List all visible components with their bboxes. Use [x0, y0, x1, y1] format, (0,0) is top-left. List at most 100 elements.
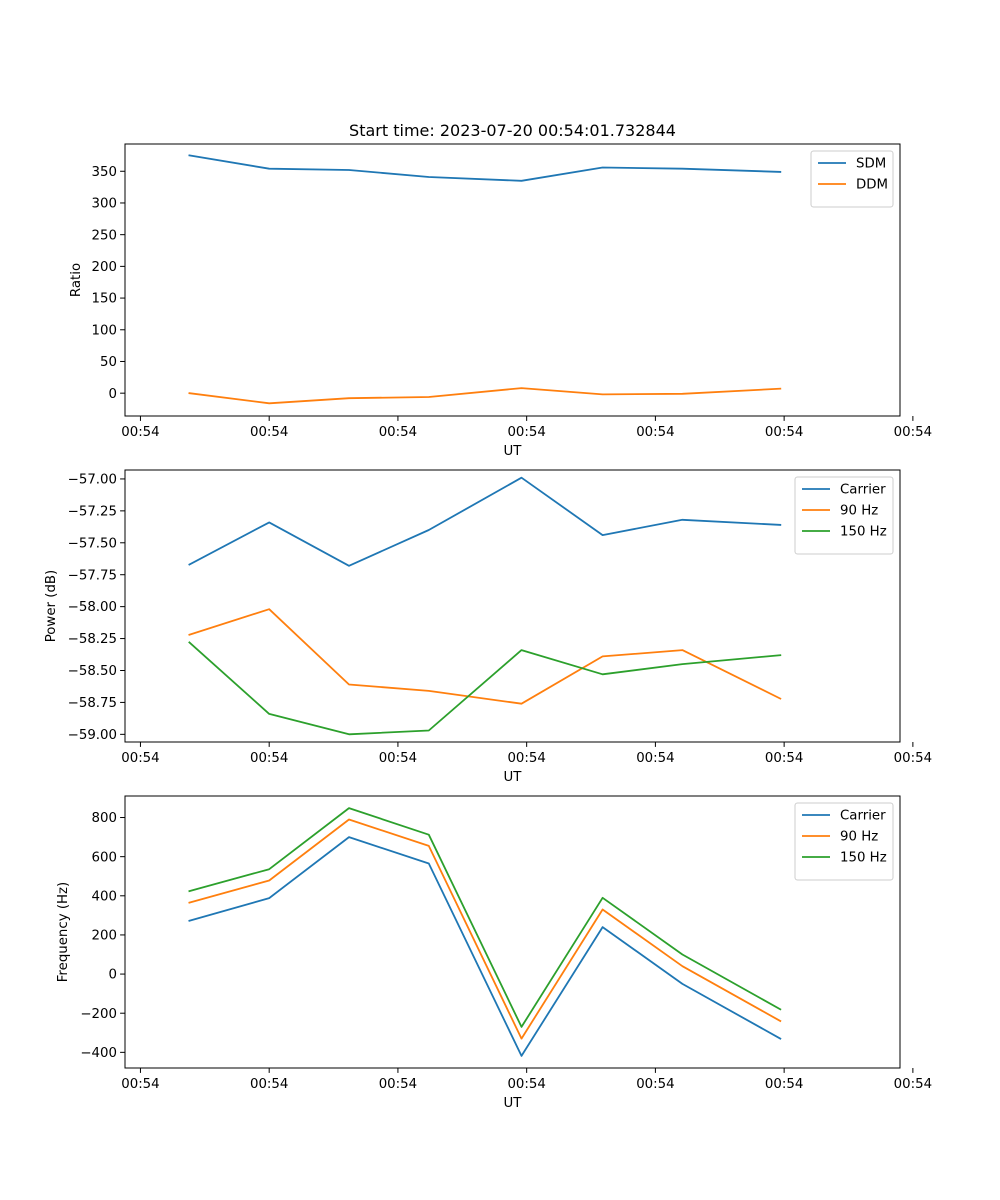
figure-title: Start time: 2023-07-20 00:54:01.732844	[349, 121, 676, 140]
power-db-legend: Carrier 90 Hz 150 Hz	[794, 476, 894, 555]
frequency-hz-legend: Carrier 90 Hz 150 Hz	[794, 802, 894, 881]
ratio-x-tick-label: 00:54	[379, 425, 417, 440]
power-db-x-tick-label: 00:54	[121, 751, 159, 766]
ratio-y-tick: 100	[92, 323, 125, 338]
frequency-hz-y-tick-label: 800	[92, 811, 117, 826]
ratio-legend-label-sdm: SDM	[856, 157, 886, 172]
ratio-y-tick: 200	[92, 260, 125, 275]
power-db-y-tick-label: −57.75	[68, 568, 117, 583]
power-db-x-tick-label: 00:54	[636, 751, 674, 766]
power-db-y-tick: −58.00	[68, 600, 125, 615]
frequency-hz-legend-label-carrier: Carrier	[840, 809, 886, 824]
power-db-x-tick: 00:54	[894, 742, 932, 766]
power-db-legend-label-150-hz: 150 Hz	[840, 525, 887, 540]
power-db-legend-label-carrier: Carrier	[840, 483, 886, 498]
ratio-y-axis-label: Ratio	[69, 263, 84, 297]
power-db-x-tick-label: 00:54	[507, 751, 545, 766]
power-db-x-tick-label: 00:54	[379, 751, 417, 766]
ratio-y-tick-label: 250	[92, 228, 117, 243]
frequency-hz-axes-frame	[124, 795, 901, 1069]
frequency-subplot: 00:5400:5400:5400:5400:5400:5400:5400:55…	[56, 795, 932, 1111]
ratio-x-tick-label: 00:54	[121, 425, 159, 440]
frequency-hz-x-tick: 00:54	[250, 1068, 288, 1092]
ratio-x-tick: 00:54	[765, 416, 803, 440]
ratio-legend-label-ddm: DDM	[856, 178, 888, 193]
frequency-hz-x-tick-label: 00:54	[379, 1077, 417, 1092]
ratio-series-ddm	[188, 387, 782, 405]
power-db-y-tick-label: −57.25	[68, 504, 117, 519]
power-db-x-tick-label: 00:54	[765, 751, 803, 766]
power-db-y-tick: −58.25	[68, 632, 125, 647]
frequency-hz-x-axis-label: UT	[504, 1096, 523, 1111]
ratio-y-tick-label: 50	[100, 355, 117, 370]
frequency-hz-x-tick: 00:54	[379, 1068, 417, 1092]
power-db-series-carrier	[188, 476, 782, 567]
power-db-y-tick: −57.50	[68, 536, 125, 551]
frequency-hz-y-tick: 800	[92, 811, 125, 826]
frequency-hz-legend-label-150-hz: 150 Hz	[840, 851, 887, 866]
power-db-y-tick: −57.75	[68, 568, 125, 583]
frequency-hz-x-tick: 00:54	[636, 1068, 675, 1092]
power-db-legend-label-90-hz: 90 Hz	[840, 504, 878, 519]
ratio-x-tick: 00:54	[636, 416, 675, 440]
ratio-y-tick: 150	[92, 292, 125, 307]
ratio-x-tick-label: 00:54	[250, 425, 288, 440]
power-db-y-tick: −57.00	[68, 473, 125, 488]
frequency-hz-y-tick: −200	[80, 1007, 125, 1022]
power-db-y-tick-label: −58.75	[68, 696, 117, 711]
power-db-series-90-hz	[188, 608, 782, 705]
frequency-hz-y-tick-label: 400	[92, 889, 117, 904]
frequency-hz-x-tick-label: 00:54	[765, 1077, 803, 1092]
frequency-hz-x-tick-label: 00:54	[894, 1077, 932, 1092]
power-db-y-tick: −57.25	[68, 504, 125, 519]
ratio-x-tick: 00:54	[250, 416, 288, 440]
power-db-x-tick: 00:54	[765, 742, 803, 766]
power-db-axes-frame	[124, 469, 901, 743]
frequency-hz-x-tick: 00:54	[765, 1068, 803, 1092]
frequency-hz-x-tick: 00:54	[894, 1068, 932, 1092]
power-db-y-axis-label: Power (dB)	[44, 570, 59, 643]
power-db-x-tick: 00:54	[379, 742, 417, 766]
power-db-y-tick-label: −58.50	[68, 664, 117, 679]
power-subplot: 00:5400:5400:5400:5400:5400:5400:5400:55…	[44, 469, 932, 785]
frequency-hz-x-tick-label: 00:54	[121, 1077, 159, 1092]
frequency-hz-y-tick: 400	[92, 889, 125, 904]
ratio-y-tick: 0	[109, 387, 125, 402]
power-db-y-tick: −58.50	[68, 664, 125, 679]
frequency-hz-y-tick-label: 200	[92, 929, 117, 944]
ratio-y-tick: 250	[92, 228, 125, 243]
ratio-series-sdm	[188, 154, 782, 182]
frequency-hz-x-tick-label: 00:54	[636, 1077, 674, 1092]
power-db-x-tick: 00:54	[121, 742, 160, 766]
ratio-x-tick: 00:54	[121, 416, 160, 440]
ratio-y-tick-label: 100	[92, 323, 117, 338]
ratio-y-tick-label: 0	[109, 387, 117, 402]
ratio-y-tick: 50	[100, 355, 125, 370]
frequency-hz-series-carrier	[188, 836, 782, 1057]
frequency-hz-y-tick-label: −400	[80, 1046, 117, 1061]
frequency-hz-series-150-hz	[188, 807, 782, 1028]
frequency-hz-y-tick-label: −200	[80, 1007, 117, 1022]
frequency-hz-y-tick: −400	[80, 1046, 125, 1061]
ratio-y-tick-label: 350	[92, 165, 117, 180]
ratio-y-tick: 300	[92, 197, 125, 212]
frequency-hz-x-tick-label: 00:54	[507, 1077, 545, 1092]
power-db-series-150-hz	[188, 641, 782, 736]
frequency-hz-x-tick-label: 00:54	[250, 1077, 288, 1092]
power-db-x-tick: 00:54	[636, 742, 675, 766]
power-db-y-tick: −59.00	[68, 728, 125, 743]
power-db-y-tick-label: −59.00	[68, 728, 117, 743]
frequency-hz-y-axis-label: Frequency (Hz)	[56, 882, 71, 983]
ratio-x-tick-label: 00:54	[507, 425, 545, 440]
frequency-hz-y-tick: 200	[92, 929, 125, 944]
ratio-x-tick-label: 00:54	[765, 425, 803, 440]
power-db-y-tick: −58.75	[68, 696, 125, 711]
frequency-hz-y-tick-label: 600	[92, 850, 117, 865]
ratio-x-tick: 00:54	[379, 416, 417, 440]
frequency-hz-legend-label-90-hz: 90 Hz	[840, 830, 878, 845]
frequency-hz-y-tick: 0	[109, 968, 125, 983]
ratio-x-axis-label: UT	[504, 444, 523, 459]
ratio-x-tick-label: 00:54	[636, 425, 674, 440]
ratio-y-tick-label: 300	[92, 197, 117, 212]
